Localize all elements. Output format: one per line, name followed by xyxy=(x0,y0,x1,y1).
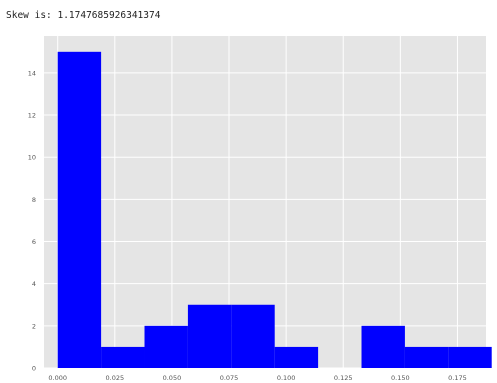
x-tick-label: 0.000 xyxy=(48,374,67,382)
histogram-bar xyxy=(275,347,318,368)
histogram-bar xyxy=(188,305,231,368)
histogram-bar xyxy=(101,347,144,368)
y-tick-label: 12 xyxy=(28,112,36,120)
x-tick-label: 0.150 xyxy=(391,374,410,382)
x-tick-label: 0.050 xyxy=(163,374,182,382)
y-tick-label: 2 xyxy=(32,322,36,330)
y-tick-label: 6 xyxy=(32,238,36,246)
y-axis-ticks: 0 2 4 6 8 10 12 14 xyxy=(28,69,36,372)
x-tick-label: 0.100 xyxy=(277,374,296,382)
x-tick-label: 0.075 xyxy=(220,374,239,382)
y-tick-label: 0 xyxy=(32,365,36,373)
histogram-bar xyxy=(362,326,405,368)
histogram-bar xyxy=(145,326,188,368)
y-tick-label: 14 xyxy=(28,69,36,77)
histogram-bar xyxy=(448,347,491,368)
x-tick-label: 0.025 xyxy=(106,374,125,382)
histogram-bar xyxy=(58,52,101,368)
histogram-bar xyxy=(405,347,448,368)
x-tick-label: 0.175 xyxy=(448,374,467,382)
y-tick-label: 4 xyxy=(32,280,36,288)
x-axis-ticks: 0.000 0.025 0.050 0.075 0.100 0.125 0.150 0.175 xyxy=(48,374,466,382)
histogram-bar xyxy=(231,305,274,368)
y-tick-label: 10 xyxy=(28,154,36,162)
x-tick-label: 0.125 xyxy=(334,374,353,382)
y-tick-label: 8 xyxy=(32,196,36,204)
